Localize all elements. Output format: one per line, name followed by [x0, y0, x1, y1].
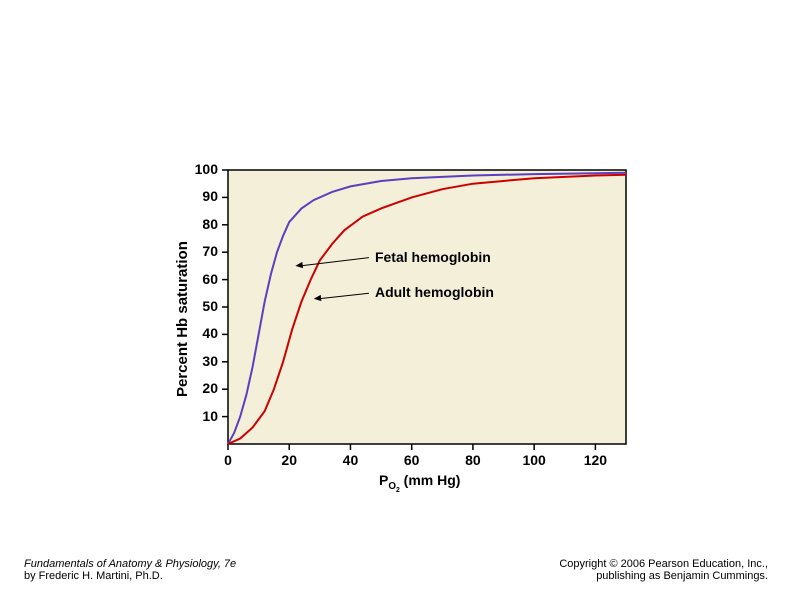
y-tick-label: 30 [178, 353, 218, 369]
y-tick-label: 10 [178, 408, 218, 424]
x-axis-label: PO2 (mm Hg) [379, 472, 460, 494]
footer-right: Copyright © 2006 Pearson Education, Inc.… [559, 558, 768, 582]
y-tick-label: 60 [178, 271, 218, 287]
y-tick-label: 100 [178, 161, 218, 177]
series-annotation-label: Fetal hemoglobin [375, 249, 491, 265]
footer-left: Fundamentals of Anatomy & Physiology, 7e… [24, 558, 236, 582]
x-tick-label: 100 [514, 452, 554, 468]
x-tick-label: 60 [392, 452, 432, 468]
y-tick-label: 80 [178, 216, 218, 232]
y-tick-label: 50 [178, 298, 218, 314]
footer-right-line2: publishing as Benjamin Cummings. [596, 570, 768, 582]
y-tick-label: 20 [178, 380, 218, 396]
footer-right-line1: Copyright © 2006 Pearson Education, Inc.… [559, 558, 768, 570]
y-axis-label: Percent Hb saturation [174, 241, 191, 397]
y-tick-label: 90 [178, 188, 218, 204]
footer-left-line2: by Frederic H. Martini, Ph.D. [24, 570, 163, 582]
x-tick-label: 120 [575, 452, 615, 468]
x-tick-label: 0 [208, 452, 248, 468]
y-tick-label: 40 [178, 325, 218, 341]
x-tick-label: 40 [330, 452, 370, 468]
series-annotation-label: Adult hemoglobin [375, 284, 494, 300]
y-tick-label: 70 [178, 243, 218, 259]
chart-svg [0, 0, 792, 612]
x-tick-label: 20 [269, 452, 309, 468]
footer-left-line1: Fundamentals of Anatomy & Physiology, 7e [24, 558, 236, 570]
x-tick-label: 80 [453, 452, 493, 468]
